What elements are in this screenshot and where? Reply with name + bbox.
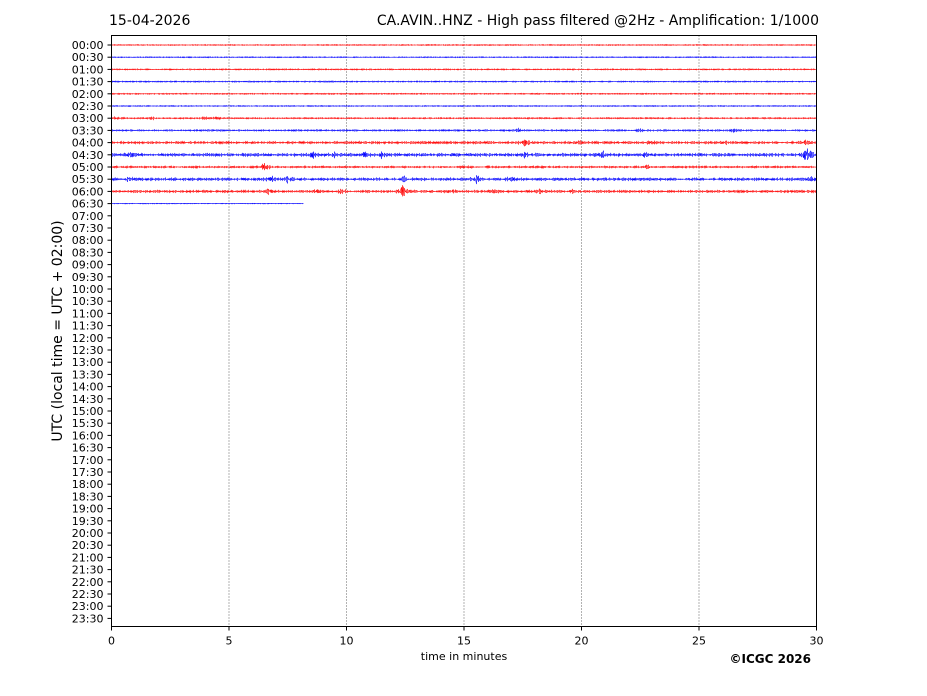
y-tick-label: 12:00 xyxy=(72,332,104,345)
y-tick-label: 22:00 xyxy=(72,576,104,589)
x-tick-label: 20 xyxy=(575,635,589,648)
x-tick-label: 30 xyxy=(810,635,824,648)
x-tick-label: 10 xyxy=(340,635,354,648)
y-tick-label: 22:30 xyxy=(72,588,104,601)
y-tick-label: 10:30 xyxy=(72,295,104,308)
y-tick-label: 02:30 xyxy=(72,100,104,113)
x-axis: 0 5 10 15 20 25 30 xyxy=(108,626,824,648)
y-tick-label: 20:00 xyxy=(72,527,104,540)
y-tick-label: 05:00 xyxy=(72,161,104,174)
y-tick-label: 13:00 xyxy=(72,356,104,369)
trace-0200 xyxy=(111,92,817,96)
y-tick-label: 06:30 xyxy=(72,198,104,211)
y-tick-label: 03:00 xyxy=(72,112,104,125)
x-tick-label: 5 xyxy=(226,635,233,648)
y-tick-label: 23:00 xyxy=(72,600,104,613)
trace-0030 xyxy=(111,56,817,59)
y-tick-label: 21:00 xyxy=(72,551,104,564)
y-tick-label: 04:30 xyxy=(72,149,104,162)
trace-0230 xyxy=(111,104,817,108)
y-tick-label: 14:30 xyxy=(72,393,104,406)
y-tick-label: 19:00 xyxy=(72,503,104,516)
trace-0430 xyxy=(111,148,817,160)
y-tick-label: 17:30 xyxy=(72,466,104,479)
x-tick-label: 0 xyxy=(108,635,115,648)
y-tick-label: 07:00 xyxy=(72,210,104,223)
y-tick-label: 18:30 xyxy=(72,490,104,503)
y-tick-label: 15:00 xyxy=(72,405,104,418)
y-tick-label: 08:00 xyxy=(72,234,104,247)
y-tick-label: 09:30 xyxy=(72,271,104,284)
y-tick-label: 12:30 xyxy=(72,344,104,357)
y-tick-label: 23:30 xyxy=(72,612,104,625)
y-tick-label: 17:00 xyxy=(72,454,104,467)
x-gridlines xyxy=(228,35,700,627)
y-tick-label: 00:00 xyxy=(72,39,104,52)
y-tick-label: 04:00 xyxy=(72,137,104,150)
trace-0400 xyxy=(111,139,817,147)
y-axis-label: UTC (local time = UTC + 02:00) xyxy=(50,220,66,441)
trace-0000 xyxy=(111,43,817,47)
trace-0500 xyxy=(111,163,817,171)
seismic-traces xyxy=(111,43,817,205)
y-tick-label: 08:30 xyxy=(72,246,104,259)
y-tick-label: 01:00 xyxy=(72,63,104,76)
y-tick-label: 15:30 xyxy=(72,417,104,430)
y-tick-label: 00:30 xyxy=(72,51,104,64)
y-tick-label: 14:00 xyxy=(72,381,104,394)
y-tick-label: 18:00 xyxy=(72,478,104,491)
y-tick-label: 03:30 xyxy=(72,124,104,137)
y-tick-label: 01:30 xyxy=(72,76,104,89)
trace-0100 xyxy=(111,68,817,71)
copyright-label: ©ICGC 2026 xyxy=(729,652,811,666)
y-tick-label: 07:30 xyxy=(72,222,104,235)
y-tick-label: 06:00 xyxy=(72,185,104,198)
y-tick-label: 16:00 xyxy=(72,429,104,442)
trace-0130 xyxy=(111,80,817,83)
y-tick-label: 09:00 xyxy=(72,259,104,272)
trace-0630 xyxy=(111,202,304,205)
y-tick-label: 19:30 xyxy=(72,515,104,528)
date-label: 15-04-2026 xyxy=(109,13,190,29)
trace-0300 xyxy=(111,115,817,121)
trace-0330 xyxy=(111,127,817,134)
y-tick-label: 21:30 xyxy=(72,564,104,577)
x-tick-label: 15 xyxy=(457,635,471,648)
x-axis-label: time in minutes xyxy=(421,650,508,663)
trace-0600 xyxy=(111,185,817,197)
y-tick-label: 20:30 xyxy=(72,539,104,552)
x-tick-label: 25 xyxy=(692,635,706,648)
plot-frame xyxy=(111,35,817,627)
y-tick-label: 11:00 xyxy=(72,307,104,320)
y-tick-label: 13:30 xyxy=(72,368,104,381)
y-tick-label: 10:00 xyxy=(72,283,104,296)
y-tick-label: 05:30 xyxy=(72,173,104,186)
y-tick-label: 11:30 xyxy=(72,320,104,333)
y-axis: 00:0000:3001:0001:3002:0002:3003:0003:30… xyxy=(72,39,112,625)
trace-0530 xyxy=(111,175,817,185)
y-tick-label: 02:00 xyxy=(72,88,104,101)
y-tick-label: 16:30 xyxy=(72,442,104,455)
chart-title: CA.AVIN..HNZ - High pass filtered @2Hz -… xyxy=(377,13,819,29)
